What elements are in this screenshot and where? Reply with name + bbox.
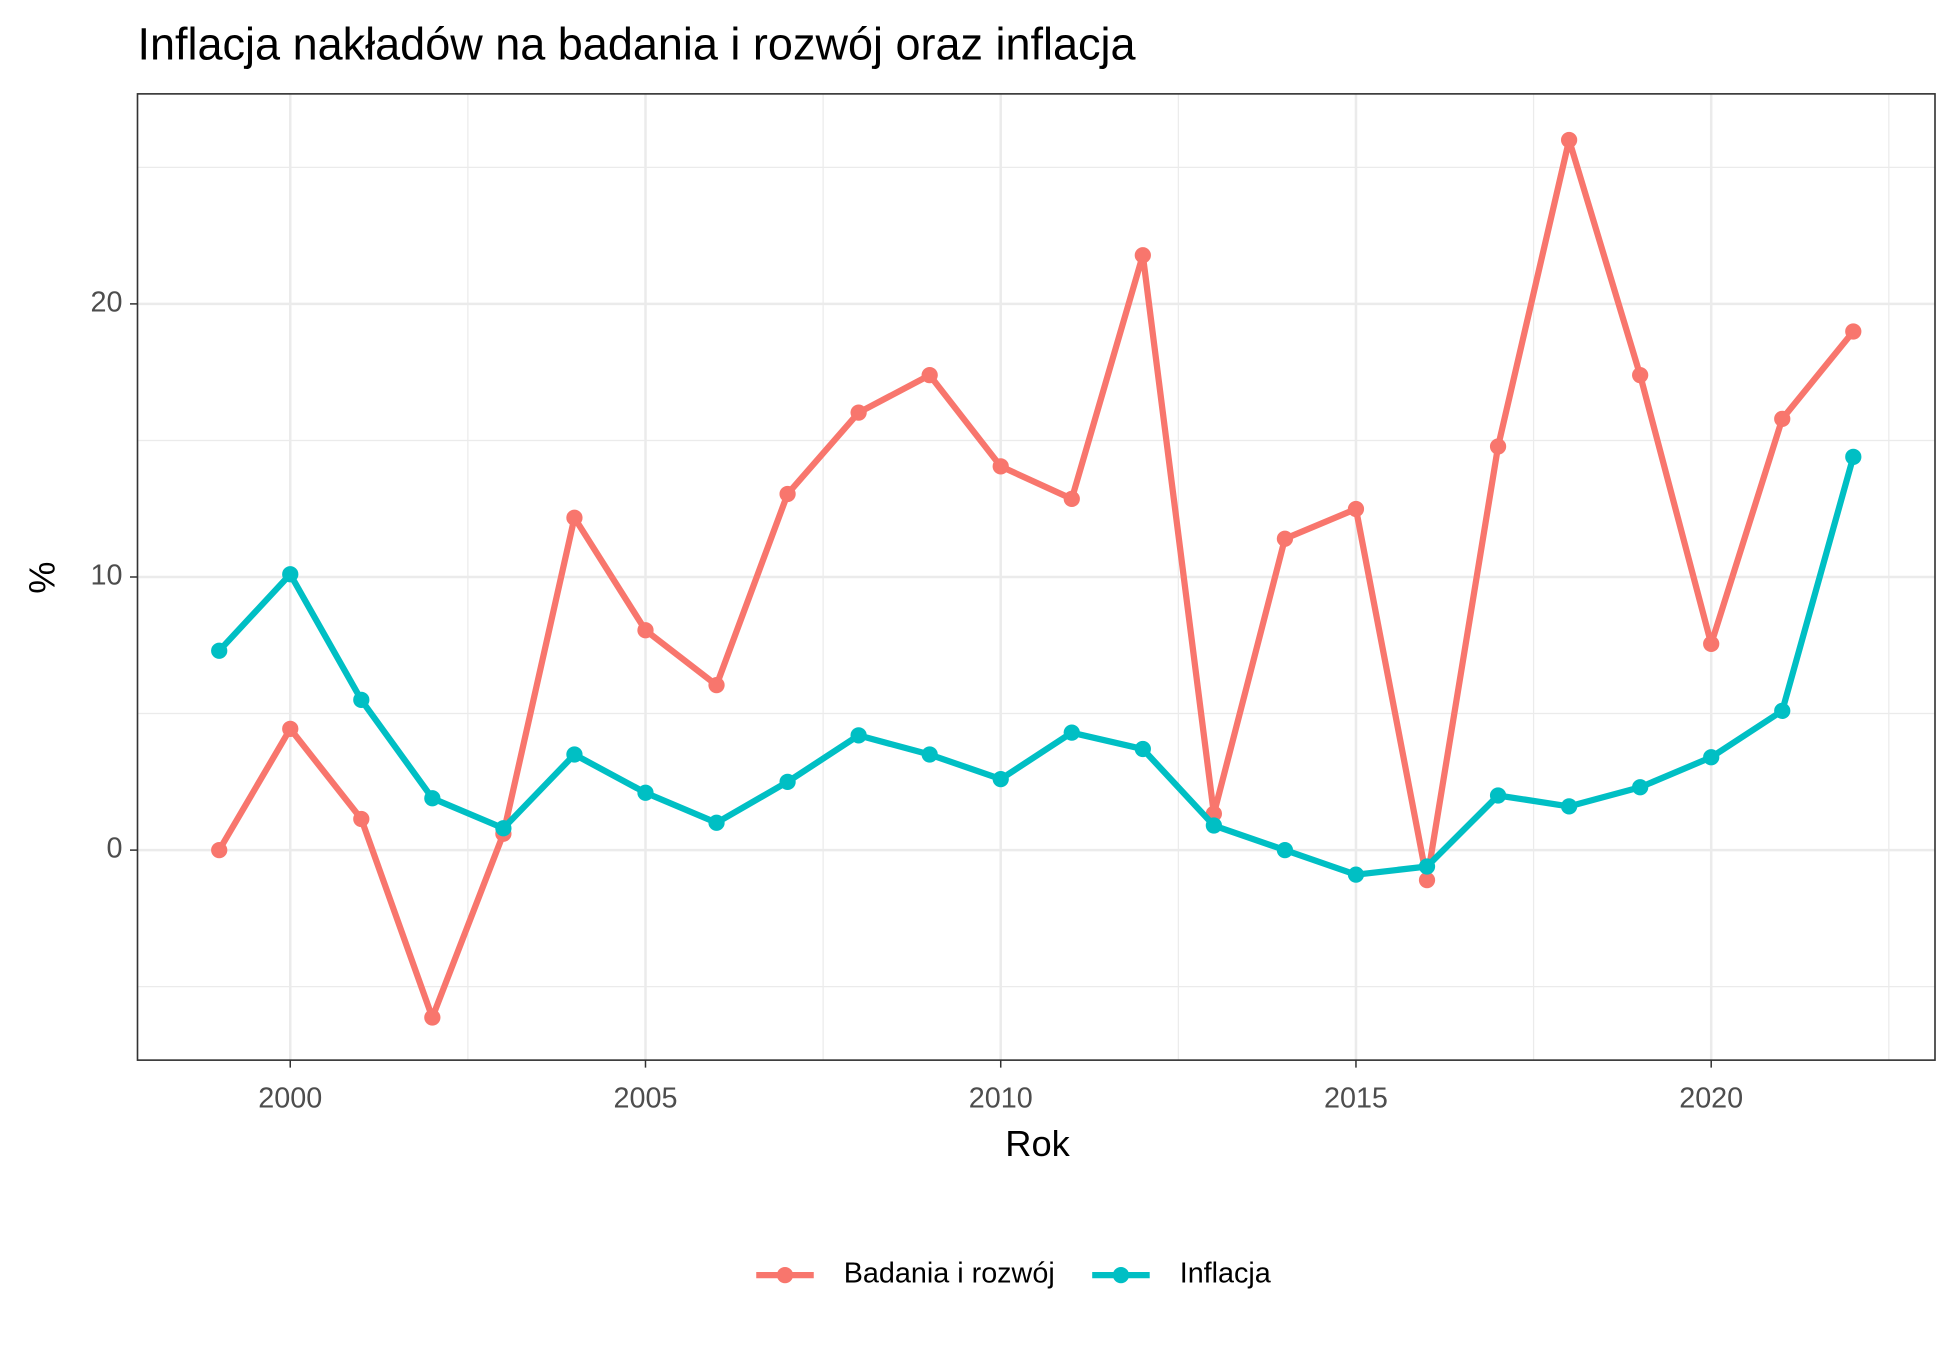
data-point bbox=[779, 485, 796, 503]
data-point bbox=[708, 814, 725, 831]
data-point bbox=[1560, 798, 1578, 815]
data-point bbox=[1489, 787, 1507, 804]
legend-label: Badania i rozwój bbox=[844, 1258, 1055, 1290]
data-point bbox=[1063, 724, 1080, 741]
data-point bbox=[1134, 247, 1151, 264]
y-axis-label: % bbox=[22, 562, 63, 594]
data-point bbox=[992, 458, 1009, 475]
data-point bbox=[1845, 448, 1862, 465]
data-point bbox=[1845, 323, 1862, 340]
legend-key-point bbox=[1112, 1267, 1130, 1284]
data-point bbox=[1560, 131, 1578, 149]
data-point bbox=[1632, 367, 1649, 384]
data-point bbox=[282, 720, 299, 737]
data-point bbox=[1276, 841, 1294, 859]
x-tick-label: 2020 bbox=[1679, 1083, 1743, 1115]
x-tick-label: 2000 bbox=[258, 1083, 322, 1115]
chart-title: Inflacja nakładów na badania i rozwój or… bbox=[138, 19, 1137, 70]
y-tick-label: 0 bbox=[107, 833, 123, 865]
legend: Badania i rozwój Inflacja bbox=[756, 1258, 1271, 1290]
data-point bbox=[850, 727, 867, 744]
data-point bbox=[1063, 490, 1080, 508]
data-point bbox=[1418, 872, 1436, 889]
y-tick-label: 10 bbox=[91, 560, 123, 592]
data-point bbox=[495, 820, 512, 837]
data-point bbox=[211, 841, 228, 859]
data-point bbox=[850, 404, 867, 421]
data-point bbox=[1205, 817, 1222, 834]
data-point bbox=[566, 509, 583, 526]
series-line bbox=[216, 136, 1856, 1021]
series-line bbox=[216, 455, 1857, 878]
data-point bbox=[353, 691, 370, 709]
x-axis-label: Rok bbox=[1005, 1123, 1070, 1164]
data-point bbox=[1632, 779, 1649, 796]
data-point bbox=[1489, 438, 1507, 455]
panel-border bbox=[136, 93, 1936, 1061]
data-point bbox=[637, 784, 654, 801]
data-point bbox=[921, 746, 938, 763]
y-tick-label: 20 bbox=[91, 286, 123, 318]
x-tick-label: 2005 bbox=[614, 1083, 678, 1115]
x-tick-label: 2010 bbox=[969, 1083, 1033, 1115]
data-point bbox=[1418, 858, 1436, 875]
data-point bbox=[779, 773, 796, 790]
legend-label: Inflacja bbox=[1180, 1258, 1271, 1290]
data-point bbox=[708, 677, 725, 694]
data-point bbox=[566, 746, 583, 763]
data-point bbox=[921, 367, 938, 384]
data-point bbox=[353, 810, 370, 828]
data-point bbox=[1703, 635, 1720, 653]
data-point bbox=[1703, 749, 1720, 766]
legend-key-point bbox=[776, 1267, 794, 1284]
grid bbox=[137, 93, 1935, 1061]
data-point bbox=[1134, 740, 1151, 758]
data-point bbox=[211, 642, 228, 659]
x-tick-label: 2015 bbox=[1324, 1083, 1388, 1115]
data-point bbox=[1276, 530, 1294, 547]
data-point bbox=[1774, 702, 1791, 719]
data-point bbox=[424, 1009, 441, 1026]
data-point bbox=[424, 790, 441, 807]
data-point bbox=[637, 622, 654, 639]
data-point bbox=[1774, 410, 1791, 427]
data-point bbox=[282, 566, 299, 583]
data-point bbox=[1347, 866, 1365, 883]
data-point bbox=[992, 770, 1009, 788]
data-point bbox=[1347, 500, 1365, 518]
